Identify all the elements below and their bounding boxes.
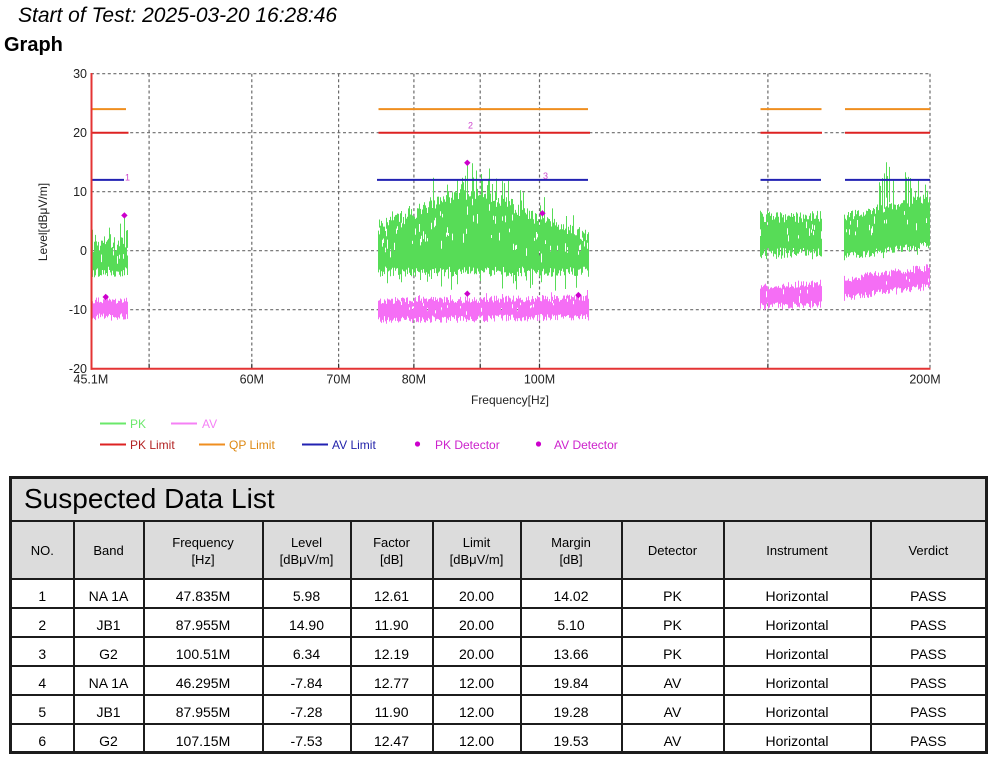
svg-text:AV Limit: AV Limit xyxy=(332,438,376,452)
svg-text:30: 30 xyxy=(73,67,87,81)
svg-text:100M: 100M xyxy=(524,373,555,387)
svg-text:QP Limit: QP Limit xyxy=(229,438,275,452)
svg-text:2: 2 xyxy=(468,121,473,131)
svg-text:80M: 80M xyxy=(402,373,426,387)
svg-text:AV Detector: AV Detector xyxy=(554,438,618,452)
svg-text:60M: 60M xyxy=(240,373,264,387)
svg-text:PK: PK xyxy=(130,417,146,431)
svg-text:-10: -10 xyxy=(69,303,87,317)
svg-text:PK Limit: PK Limit xyxy=(130,438,175,452)
svg-text:70M: 70M xyxy=(326,373,350,387)
svg-text:200M: 200M xyxy=(909,373,940,387)
svg-text:Level[dBμV/m]: Level[dBμV/m] xyxy=(36,183,50,261)
svg-text:AV: AV xyxy=(202,417,217,431)
svg-text:0: 0 xyxy=(80,244,87,258)
svg-text:-20: -20 xyxy=(69,362,87,376)
svg-text:10: 10 xyxy=(73,185,87,199)
svg-text:1: 1 xyxy=(125,173,130,183)
svg-text:45.1M: 45.1M xyxy=(74,373,109,387)
svg-text:PK Detector: PK Detector xyxy=(435,438,500,452)
svg-text:3: 3 xyxy=(543,171,548,181)
svg-text:20: 20 xyxy=(73,126,87,140)
svg-text:Frequency[Hz]: Frequency[Hz] xyxy=(471,393,549,407)
